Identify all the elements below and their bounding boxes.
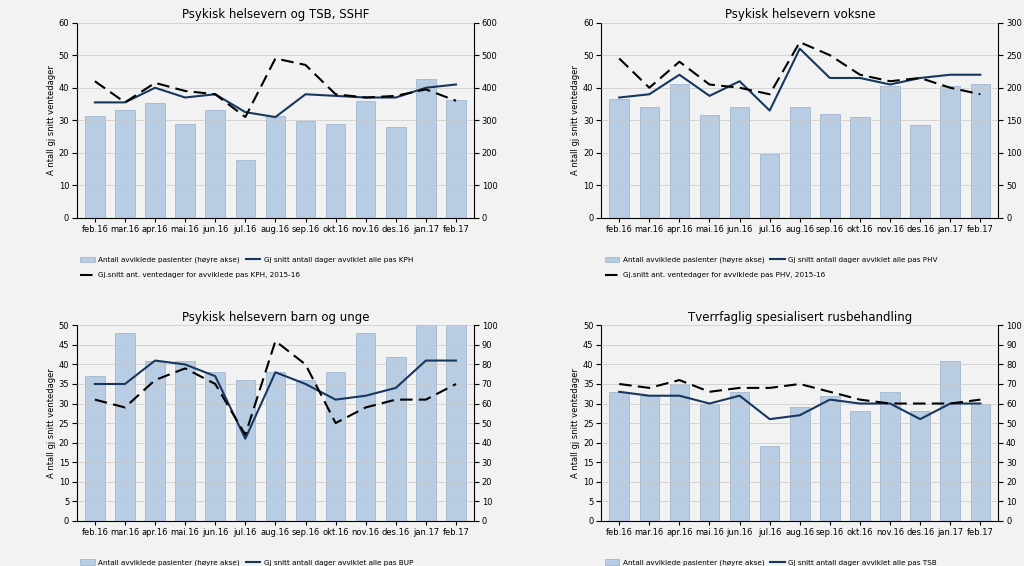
Bar (356, 101, 376, 218)
Bar (940, 361, 961, 521)
Legend: Gj.snitt ant. ventedager for avviklede pas PHV, 2015-16: Gj.snitt ant. ventedager for avviklede p… (605, 272, 825, 278)
Bar (760, 154, 779, 218)
Title: Tverrfaglig spesialisert rusbehandling: Tverrfaglig spesialisert rusbehandling (688, 311, 912, 324)
Bar (236, 380, 255, 521)
Bar (609, 392, 629, 521)
Bar (446, 100, 466, 218)
Bar (175, 361, 195, 521)
Bar (640, 396, 659, 521)
Bar (175, 124, 195, 218)
Bar (670, 384, 689, 521)
Bar (446, 325, 466, 521)
Bar (850, 117, 869, 218)
Bar (790, 108, 810, 218)
Bar (910, 125, 930, 218)
Bar (326, 372, 345, 521)
Bar (730, 392, 750, 521)
Y-axis label: A ntall gj snitt ventedager: A ntall gj snitt ventedager (47, 65, 55, 175)
Bar (850, 411, 869, 521)
Bar (85, 116, 104, 218)
Bar (971, 404, 990, 521)
Bar (820, 396, 840, 521)
Title: Psykisk helsevern voksne: Psykisk helsevern voksne (725, 8, 876, 22)
Bar (265, 116, 286, 218)
Bar (296, 380, 315, 521)
Bar (386, 127, 406, 218)
Bar (206, 110, 225, 218)
Bar (940, 86, 961, 218)
Title: Psykisk helsevern barn og unge: Psykisk helsevern barn og unge (181, 311, 370, 324)
Bar (145, 103, 165, 218)
Y-axis label: A ntall gj snitt ventedager: A ntall gj snitt ventedager (571, 368, 581, 478)
Bar (790, 408, 810, 521)
Bar (699, 404, 719, 521)
Bar (265, 372, 286, 521)
Bar (881, 86, 900, 218)
Bar (416, 79, 435, 218)
Y-axis label: A ntall gj snitt ventedager: A ntall gj snitt ventedager (47, 368, 55, 478)
Bar (670, 84, 689, 218)
Bar (640, 108, 659, 218)
Bar (386, 357, 406, 521)
Y-axis label: A ntall gj snitt ventedager: A ntall gj snitt ventedager (571, 65, 581, 175)
Bar (416, 325, 435, 521)
Bar (699, 115, 719, 218)
Bar (881, 392, 900, 521)
Bar (326, 123, 345, 218)
Legend: Gj.snitt ant. ventedager for avviklede pas KPH, 2015-16: Gj.snitt ant. ventedager for avviklede p… (81, 272, 300, 278)
Bar (910, 411, 930, 521)
Bar (115, 333, 135, 521)
Bar (609, 100, 629, 218)
Bar (85, 376, 104, 521)
Bar (820, 114, 840, 218)
Bar (971, 84, 990, 218)
Bar (760, 447, 779, 521)
Bar (145, 361, 165, 521)
Bar (356, 333, 376, 521)
Bar (206, 372, 225, 521)
Bar (296, 121, 315, 218)
Bar (730, 108, 750, 218)
Bar (115, 110, 135, 218)
Bar (236, 160, 255, 218)
Title: Psykisk helsevern og TSB, SSHF: Psykisk helsevern og TSB, SSHF (181, 8, 369, 22)
